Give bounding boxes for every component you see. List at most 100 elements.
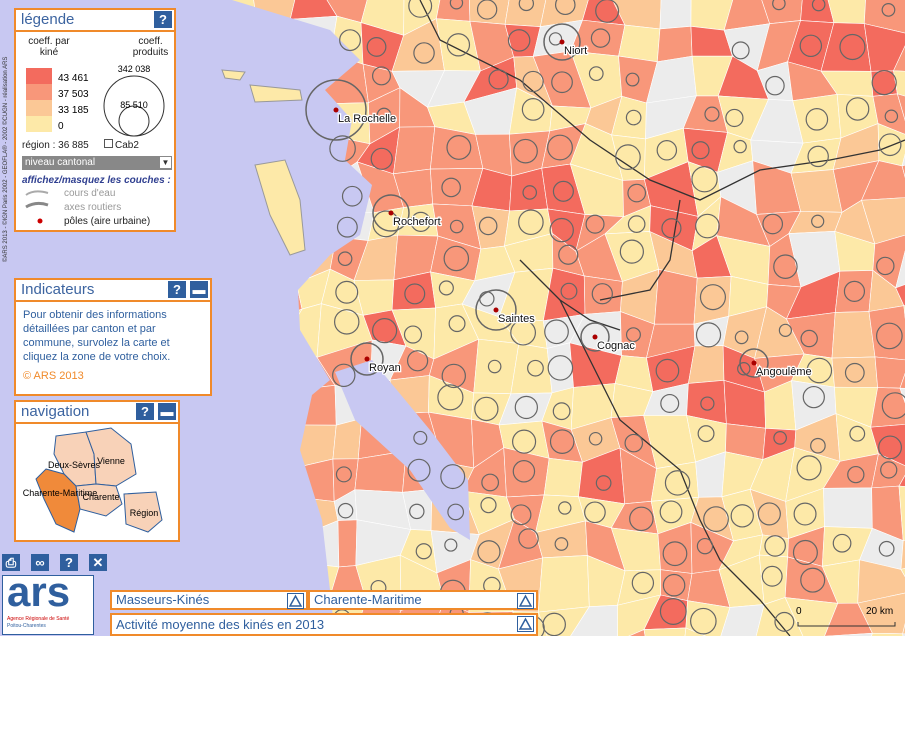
canton[interactable] bbox=[546, 342, 574, 394]
size-circle bbox=[415, 543, 432, 560]
canton[interactable] bbox=[831, 311, 876, 359]
layer-toggle[interactable]: axes routiers bbox=[64, 202, 122, 213]
size-circle bbox=[697, 425, 715, 443]
scale-label: 0 bbox=[796, 606, 802, 617]
size-circle bbox=[655, 358, 680, 383]
canton[interactable] bbox=[870, 423, 905, 469]
layer-toggle[interactable]: cours d'eau bbox=[64, 188, 116, 199]
layer-toggle[interactable]: pôles (aire urbaine) bbox=[64, 216, 151, 227]
help-button[interactable]: ? bbox=[136, 403, 154, 420]
layers-title: affichez/masquez les couches : bbox=[22, 175, 171, 186]
size-circle bbox=[513, 138, 538, 164]
city-dot bbox=[333, 107, 339, 113]
size-circle bbox=[773, 431, 787, 445]
city-dot bbox=[751, 360, 757, 366]
region-label: Deux-Sèvres bbox=[48, 460, 101, 470]
canton[interactable] bbox=[872, 93, 905, 137]
canton[interactable] bbox=[895, 267, 905, 306]
print-button[interactable]: ⎙ bbox=[2, 554, 20, 571]
size-circle bbox=[703, 506, 729, 533]
region-shape[interactable] bbox=[85, 427, 137, 487]
canton[interactable] bbox=[834, 270, 874, 313]
size-circle bbox=[544, 319, 569, 345]
close-button[interactable]: ✕ bbox=[89, 554, 107, 571]
canton[interactable] bbox=[332, 418, 362, 460]
canton[interactable] bbox=[874, 356, 905, 389]
canton[interactable] bbox=[899, 344, 905, 390]
size-circle bbox=[802, 385, 825, 409]
canton[interactable] bbox=[393, 126, 436, 175]
region-shape[interactable] bbox=[35, 468, 81, 533]
size-circle bbox=[410, 211, 431, 232]
canton[interactable] bbox=[857, 559, 905, 604]
select-arrow[interactable] bbox=[287, 593, 304, 609]
size-circle bbox=[548, 32, 563, 46]
canton[interactable] bbox=[861, 160, 905, 201]
region-shape[interactable] bbox=[75, 483, 123, 517]
canton[interactable] bbox=[659, 0, 692, 30]
canton[interactable] bbox=[861, 196, 905, 245]
size-circle bbox=[441, 177, 461, 198]
canton[interactable] bbox=[898, 485, 905, 542]
minimize-button[interactable]: ▬ bbox=[158, 403, 176, 420]
city-label: Royan bbox=[369, 362, 401, 374]
canton[interactable] bbox=[718, 604, 765, 636]
select-arrow[interactable] bbox=[517, 616, 534, 632]
zoom-button[interactable]: ∞ bbox=[31, 554, 49, 571]
mini-map[interactable]: Deux-Sèvres Vienne Charente-Maritime Cha… bbox=[16, 424, 178, 540]
size-circle bbox=[518, 528, 539, 549]
help-button[interactable]: ? bbox=[168, 281, 186, 298]
canton[interactable] bbox=[863, 0, 905, 35]
size-circle bbox=[407, 458, 431, 482]
canton[interactable] bbox=[870, 387, 905, 428]
canton[interactable] bbox=[859, 632, 905, 636]
panel-title: Indicateurs? ▬ bbox=[16, 280, 210, 302]
canton[interactable] bbox=[823, 487, 873, 529]
size-circle bbox=[796, 455, 822, 481]
size-circle bbox=[474, 396, 499, 422]
region-shape[interactable] bbox=[123, 491, 163, 533]
help-button[interactable]: ? bbox=[60, 554, 78, 571]
size-circle bbox=[413, 430, 428, 445]
size-circle bbox=[518, 0, 535, 12]
canton[interactable] bbox=[337, 519, 358, 568]
territory-select[interactable]: Charente-Maritime bbox=[308, 590, 538, 610]
canton[interactable] bbox=[617, 629, 653, 636]
canton[interactable] bbox=[643, 627, 687, 636]
theme-select[interactable]: Masseurs-Kinés bbox=[110, 590, 308, 610]
navigation-title: navigation bbox=[21, 403, 90, 420]
canton[interactable] bbox=[892, 32, 905, 73]
canton[interactable] bbox=[898, 460, 905, 491]
canton[interactable] bbox=[656, 26, 693, 63]
canton[interactable] bbox=[758, 534, 789, 558]
canton[interactable] bbox=[900, 530, 905, 570]
size-circle bbox=[876, 256, 895, 276]
canton[interactable] bbox=[654, 268, 698, 325]
canton[interactable] bbox=[537, 555, 590, 613]
indicator-select[interactable]: Activité moyenne des kinés en 2013 bbox=[110, 613, 538, 636]
canton[interactable] bbox=[583, 275, 623, 315]
select-arrow[interactable] bbox=[517, 593, 534, 609]
canton[interactable] bbox=[895, 233, 905, 289]
canton[interactable] bbox=[868, 305, 905, 361]
canton[interactable] bbox=[569, 604, 618, 636]
level-select[interactable]: niveau cantonal ▼ bbox=[22, 156, 172, 170]
canton[interactable] bbox=[543, 457, 583, 498]
logo: ars Agence Régionale de Santé Poitou-Cha… bbox=[2, 568, 94, 635]
minimize-button[interactable]: ▬ bbox=[190, 281, 208, 298]
canton[interactable] bbox=[688, 345, 725, 384]
size-circle bbox=[619, 239, 644, 264]
size-circle bbox=[695, 322, 722, 348]
canton[interactable] bbox=[685, 600, 731, 636]
size-circle bbox=[695, 213, 720, 239]
logo-agency: Agence Régionale de Santé bbox=[7, 616, 70, 622]
class-label: 33 185 bbox=[58, 105, 89, 116]
canton[interactable] bbox=[824, 632, 873, 636]
checkbox[interactable]: Cab2 bbox=[104, 139, 139, 151]
canton[interactable] bbox=[831, 356, 878, 388]
help-button[interactable]: ? bbox=[154, 11, 172, 28]
indicators-panel: Indicateurs? ▬ Pour obtenir des informati… bbox=[14, 278, 212, 396]
canton[interactable] bbox=[618, 24, 661, 63]
size-circle bbox=[542, 612, 566, 636]
canton[interactable] bbox=[435, 0, 471, 22]
